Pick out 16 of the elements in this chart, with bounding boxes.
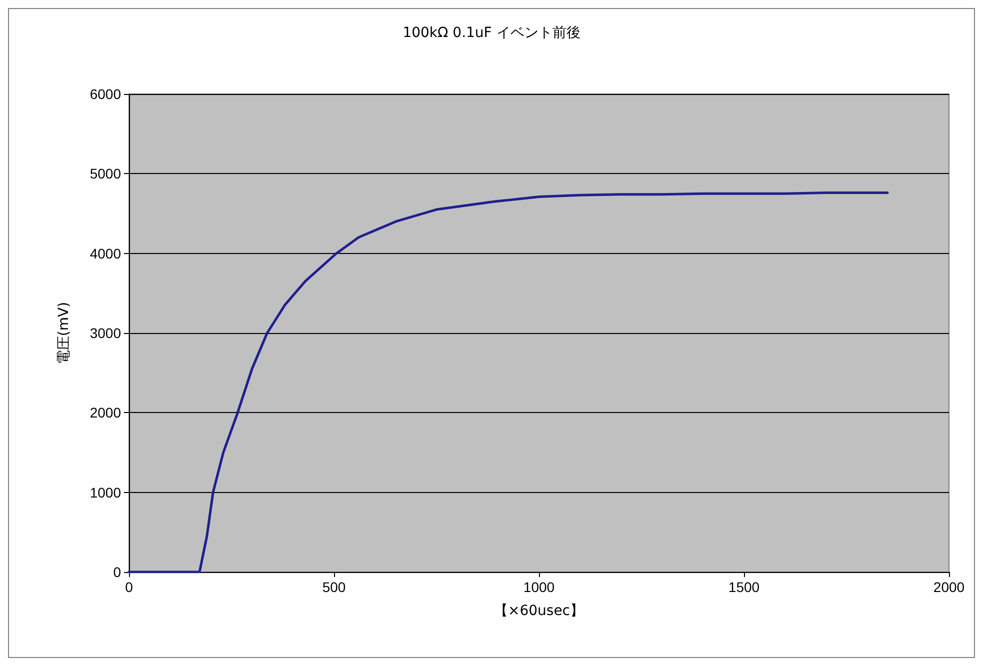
- y-tick-label: 4000: [90, 245, 122, 262]
- y-tick-label: 0: [113, 564, 122, 580]
- y-tick-label: 5000: [90, 166, 122, 182]
- chart-title: 100kΩ 0.1uF イベント前後: [402, 25, 580, 41]
- x-tick-label: 2000: [933, 579, 965, 595]
- y-tick-label: 6000: [90, 86, 122, 102]
- line-series: [128, 192, 889, 574]
- x-axis-title: 【×60usec】: [494, 603, 584, 619]
- x-tick-label: 1500: [728, 579, 760, 595]
- x-tick-label: 1000: [523, 579, 555, 595]
- y-axis-title: 電圧(mV): [56, 302, 72, 364]
- y-tick-label: 3000: [90, 325, 122, 341]
- y-tick-label: 1000: [90, 484, 122, 500]
- x-tick-label: 0: [125, 579, 134, 595]
- y-tick-label: 2000: [90, 404, 122, 421]
- x-tick-label: 500: [322, 579, 346, 595]
